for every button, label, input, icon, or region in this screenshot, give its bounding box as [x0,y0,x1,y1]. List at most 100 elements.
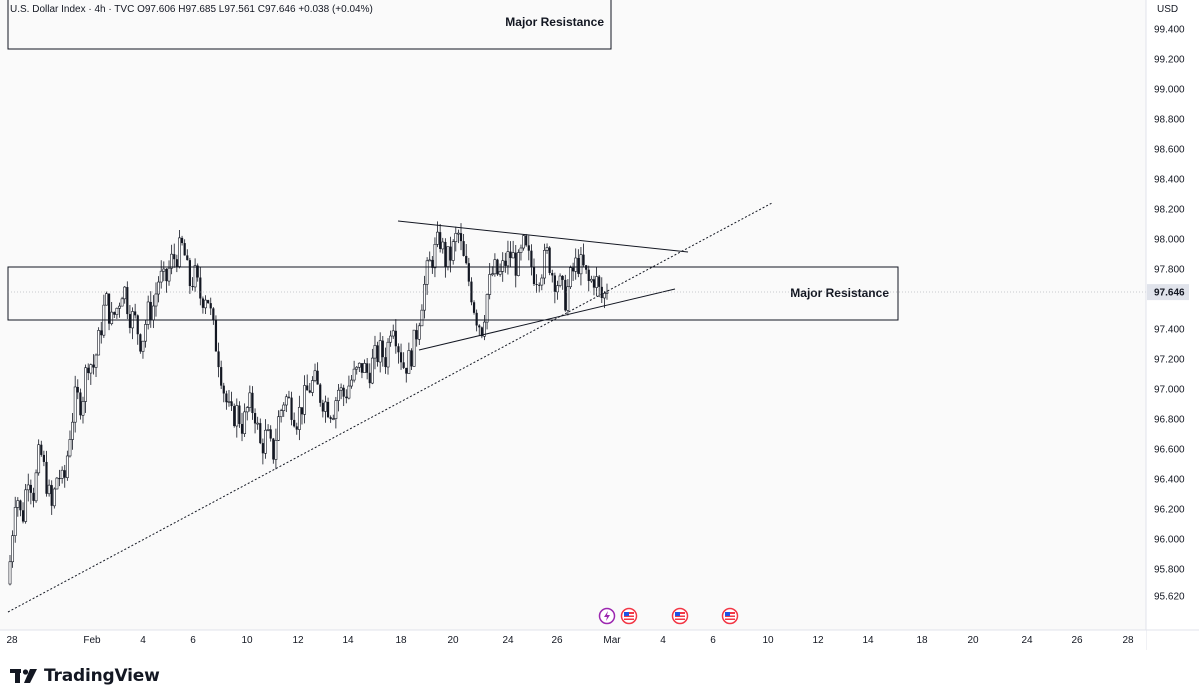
candle[interactable] [73,375,77,433]
candle[interactable] [535,274,538,293]
candle[interactable] [527,235,530,261]
candle[interactable] [248,385,252,412]
candle[interactable] [553,272,556,304]
candle[interactable] [402,352,405,370]
candle[interactable] [347,375,351,400]
candle[interactable] [386,338,390,375]
candle[interactable] [384,347,387,374]
candle[interactable] [136,314,139,345]
candle[interactable] [146,295,150,330]
triangle-upper-trendline[interactable] [397,220,689,253]
candle[interactable] [175,254,178,273]
candle[interactable] [21,502,25,524]
candle[interactable] [433,237,437,278]
candle[interactable] [186,249,189,261]
candle[interactable] [300,407,304,425]
candle[interactable] [225,390,228,410]
candle[interactable] [245,406,249,421]
candle[interactable] [543,243,546,285]
candle[interactable] [154,282,158,317]
candle[interactable] [516,249,520,277]
candle[interactable] [368,363,371,389]
candle[interactable] [444,238,447,278]
us-flag-event-icon[interactable] [671,607,689,625]
candle[interactable] [178,229,181,269]
event-markers[interactable] [598,607,739,625]
candle[interactable] [321,399,324,418]
us-flag-event-icon[interactable] [721,607,739,625]
candle[interactable] [243,403,247,437]
candle[interactable] [415,323,418,347]
candle[interactable] [572,262,575,282]
us-flag-event-icon[interactable] [620,607,638,625]
candle[interactable] [545,243,549,254]
candle[interactable] [449,236,452,273]
candle[interactable] [360,363,364,379]
candle[interactable] [355,366,359,375]
candle[interactable] [350,375,353,389]
candle[interactable] [431,256,434,274]
candle[interactable] [233,403,236,428]
candle[interactable] [144,319,147,348]
candle[interactable] [100,321,103,344]
candle[interactable] [316,362,319,385]
candle[interactable] [472,300,476,315]
resistance-zone[interactable] [7,266,899,321]
candle[interactable] [329,415,332,423]
candle[interactable] [412,329,416,367]
candle[interactable] [337,384,340,412]
candle[interactable] [485,293,489,330]
candle[interactable] [564,274,567,312]
candle[interactable] [149,291,152,328]
candle[interactable] [324,395,327,423]
candle[interactable] [311,376,314,397]
candle[interactable] [483,315,486,341]
candle[interactable] [89,363,93,385]
candle[interactable] [139,333,142,354]
candle[interactable] [519,244,523,261]
candle[interactable] [40,440,43,457]
candle[interactable] [357,362,361,373]
candle[interactable] [134,303,137,319]
candle[interactable] [87,363,90,381]
candle[interactable] [214,315,218,352]
candle[interactable] [441,237,445,254]
candle[interactable] [423,275,426,319]
candle[interactable] [381,336,384,367]
candle[interactable] [26,473,30,502]
candle[interactable] [13,496,17,543]
candle[interactable] [227,390,231,407]
candle[interactable] [370,348,374,385]
time-axis[interactable] [0,630,1146,650]
triangle-lower-trendline[interactable] [418,288,676,351]
candle[interactable] [342,384,345,407]
candle[interactable] [107,293,111,331]
candle[interactable] [399,343,403,370]
candle[interactable] [303,375,306,424]
candle[interactable] [376,341,379,367]
candle[interactable] [165,268,168,293]
candle[interactable] [63,464,66,488]
candle[interactable] [92,354,95,375]
candle[interactable] [196,263,199,282]
candle[interactable] [272,437,275,464]
candle[interactable] [522,234,525,251]
candle[interactable] [167,260,171,286]
candle[interactable] [180,235,184,246]
candle[interactable] [373,335,377,370]
candlestick-series[interactable] [8,221,609,586]
candle[interactable] [199,266,202,306]
candle[interactable] [504,252,507,273]
candle[interactable] [201,296,205,314]
candle[interactable] [19,499,22,517]
candle[interactable] [141,340,145,359]
candle[interactable] [120,296,124,307]
candle[interactable] [410,348,413,370]
candle[interactable] [587,265,590,292]
candle[interactable] [282,402,286,417]
candle[interactable] [569,265,572,289]
candle[interactable] [279,408,283,423]
candle[interactable] [579,246,583,286]
candle[interactable] [162,261,166,282]
